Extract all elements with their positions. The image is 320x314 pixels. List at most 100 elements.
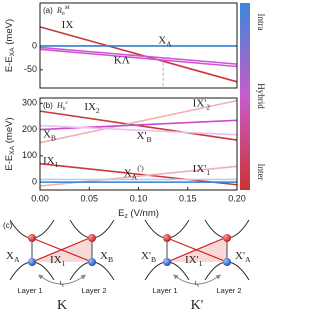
label-text: X' [141, 250, 151, 262]
label-text: X [43, 128, 51, 140]
x-tick-label: 0.20 [228, 193, 246, 203]
plot-frame [39, 97, 238, 191]
y-tick-label: 100 [22, 150, 37, 160]
label-text: E-E [4, 56, 15, 72]
colorbar-label: Intra [256, 14, 266, 31]
hole [28, 258, 36, 266]
panel-label: (a) [43, 6, 53, 15]
series-label: IX [62, 18, 74, 30]
subscript: 2 [96, 106, 100, 115]
label-text: H [56, 101, 64, 110]
x-tick-label: 0.00 [31, 193, 49, 203]
label-text: IX [50, 254, 62, 266]
label-text: (a) [43, 6, 53, 15]
label-text: IX' [193, 163, 207, 175]
hole [223, 258, 231, 266]
plot-frame [39, 2, 238, 89]
label-text: E-E [4, 155, 15, 171]
subscript: B [151, 255, 156, 264]
subscript: 2 [206, 103, 210, 112]
subscript: v [62, 284, 65, 289]
label-text: X [100, 250, 108, 262]
label-text: X [158, 34, 166, 46]
label-text: (meV) [4, 19, 15, 48]
label-text: Inter [256, 164, 266, 181]
series-line [39, 26, 238, 83]
subscript: B [146, 135, 151, 144]
y-axis-label: E-EXA (meV) [4, 19, 17, 72]
tunneling-label: tv [60, 279, 65, 289]
label-text: R [56, 6, 62, 15]
label-text: IX' [193, 97, 207, 109]
subscript: XA [9, 145, 16, 154]
subscript: 1 [206, 168, 210, 177]
exciton-label: X'B [141, 250, 156, 265]
tunneling-arrow [37, 274, 87, 285]
valley-label: K' [191, 298, 204, 313]
label-text: E [118, 208, 124, 219]
y-axis-label: E-EXA (meV) [4, 117, 17, 170]
layer-label: Layer 1 [152, 286, 177, 295]
series-line [39, 99, 238, 144]
label-text: (b) [43, 101, 53, 110]
layer-label: Layer 1 [17, 286, 42, 295]
superscript: (') [137, 164, 144, 173]
valley-label: K [57, 298, 67, 313]
hole [88, 258, 96, 266]
exciton-label: IX'1 [185, 254, 203, 269]
electron [28, 234, 36, 242]
subscript: v [197, 284, 200, 289]
series-line [39, 119, 238, 131]
electron [163, 234, 171, 242]
y-tick-label: 200 [22, 124, 37, 134]
colorbar-label: Hybrid [256, 83, 266, 109]
label-text: t [60, 279, 62, 287]
series-label: IX1 [43, 155, 59, 170]
series-label: X'B [137, 129, 152, 144]
series-label: IX'1 [193, 163, 211, 178]
colorbar [240, 3, 250, 190]
label-text: (c) [3, 221, 13, 230]
label-text: K' [191, 298, 204, 313]
interlayer-link [31, 237, 93, 263]
exciton-label: X'A [235, 250, 251, 265]
label-text: K [57, 298, 67, 313]
superscript: c [66, 100, 69, 106]
exciton-label: XB [100, 250, 113, 265]
label-text: Layer 2 [216, 286, 241, 295]
hole [163, 258, 171, 266]
label-text: Layer 1 [17, 286, 42, 295]
model-label: RhM [56, 5, 70, 17]
label-text: Layer 2 [81, 286, 106, 295]
tunneling-arrow [172, 274, 222, 285]
label-text: X [124, 167, 132, 179]
series-label: IX'2 [193, 97, 211, 112]
label-text: Layer 1 [152, 286, 177, 295]
label-text: Hybrid [256, 83, 266, 109]
subscript: 1 [62, 259, 66, 268]
y-tick-label: -50 [24, 64, 37, 74]
label-text: (V/nm) [128, 208, 159, 219]
subscript: z [124, 213, 127, 220]
model-label: Hhc [56, 100, 69, 112]
label-text: t [195, 279, 197, 287]
panel-label: (b) [43, 101, 53, 110]
series-label: IX2 [84, 101, 100, 116]
label-text: IX [84, 101, 96, 113]
subscript: A [14, 255, 20, 264]
label-text: (meV) [4, 117, 15, 146]
x-tick-label: 0.05 [80, 193, 98, 203]
tunneling-label: tv [195, 279, 200, 289]
y-tick-label: 300 [22, 98, 37, 108]
electron [88, 234, 96, 242]
series-label: KΛ [114, 54, 130, 66]
exciton-label: XA [6, 250, 20, 265]
x-axis-label: Ez (V/nm) [118, 208, 159, 221]
label-text: IX [62, 18, 74, 30]
panel-label: (c) [3, 221, 13, 230]
interlayer-link [166, 237, 228, 263]
exciton-label: IX1 [50, 254, 66, 269]
subscript: A [166, 40, 172, 49]
layer-label: Layer 2 [81, 286, 106, 295]
series-line [39, 48, 238, 68]
